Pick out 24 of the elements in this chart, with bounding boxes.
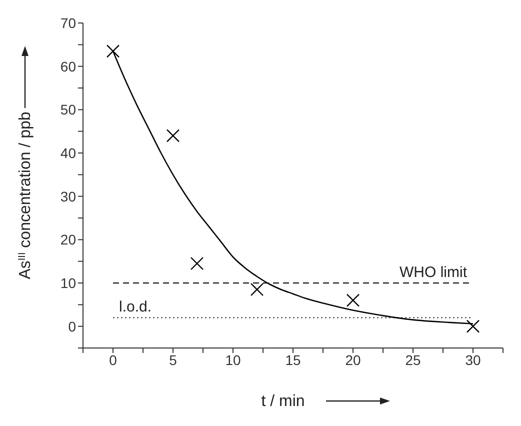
y-tick-label: 20: [60, 232, 76, 248]
y-tick-label: 40: [60, 144, 76, 161]
y-tick-label: 50: [60, 102, 76, 118]
x-tick-label: 5: [169, 352, 178, 368]
point: [466, 320, 480, 333]
x-tick-label: 30: [465, 352, 481, 368]
y-tick-label: 30: [60, 188, 76, 204]
ref-line-label: l.o.d.: [119, 298, 152, 316]
x-tick-label: 15: [285, 352, 301, 368]
x-tick-label: 10: [225, 352, 241, 368]
x-tick-label: 25: [405, 352, 421, 368]
point: [250, 282, 264, 296]
y-tick-label: 0: [68, 318, 76, 334]
y-tick-label: 60: [60, 58, 76, 74]
y-tick-label: 70: [60, 14, 76, 31]
ref-line-label: WHO limit: [400, 264, 468, 281]
x-tick-label: 0: [109, 352, 118, 368]
point: [346, 294, 360, 307]
point: [190, 256, 204, 270]
point: [166, 129, 180, 142]
point: [106, 44, 120, 58]
x-axis-title: t / min: [261, 393, 305, 410]
y-tick-label: 10: [60, 274, 76, 291]
x-tick-label: 20: [345, 352, 361, 368]
